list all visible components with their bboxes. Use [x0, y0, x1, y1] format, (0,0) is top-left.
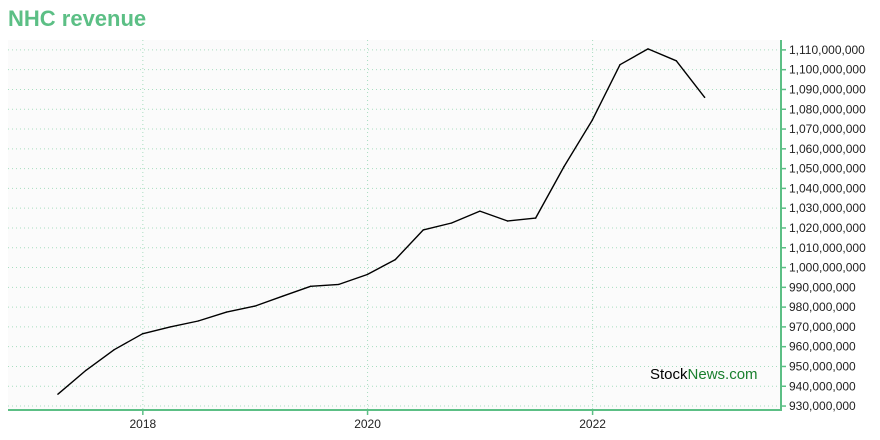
grid-lines	[8, 40, 781, 410]
y-tick-label: 960,000,000	[789, 340, 856, 354]
data-point	[197, 320, 199, 322]
y-tick-label: 1,010,000,000	[789, 241, 866, 255]
watermark: StockNews.com	[650, 366, 758, 383]
watermark-news: News.com	[688, 366, 758, 383]
y-tick-label: 1,080,000,000	[789, 102, 866, 116]
data-point	[141, 333, 144, 335]
data-point	[450, 222, 453, 224]
series-group	[57, 48, 706, 395]
x-tick-label: 2020	[354, 417, 381, 431]
data-point	[591, 119, 593, 121]
y-tick-label: 980,000,000	[789, 300, 856, 314]
y-tick-label: 1,020,000,000	[789, 221, 866, 235]
revenue-series-line	[57, 48, 706, 395]
data-point	[563, 165, 565, 168]
y-tick-label: 1,070,000,000	[789, 122, 866, 136]
data-point	[394, 258, 396, 261]
y-tick-label: 1,030,000,000	[789, 201, 866, 215]
data-point	[366, 273, 368, 276]
chart-title: NHC revenue	[8, 6, 147, 31]
data-point	[479, 210, 481, 212]
data-point	[703, 96, 706, 99]
y-tick-label: 1,110,000,000	[789, 43, 865, 57]
data-point	[675, 60, 678, 62]
y-tick-label: 930,000,000	[789, 399, 856, 413]
data-point	[113, 348, 115, 351]
data-point	[506, 220, 509, 222]
plot-background	[8, 40, 782, 410]
y-axis: 930,000,000 940,000,000 950,000,000 960,000…	[781, 43, 866, 413]
data-point	[647, 48, 649, 50]
data-point	[254, 305, 256, 307]
y-tick-label: 1,100,000,000	[789, 63, 866, 77]
data-point	[225, 311, 228, 313]
watermark-stock: Stock	[650, 366, 688, 383]
y-tick-label: 990,000,000	[789, 280, 856, 294]
data-point	[338, 283, 340, 286]
y-tick-label: 950,000,000	[789, 359, 856, 373]
y-tick-label: 1,060,000,000	[789, 142, 866, 156]
x-tick-label: 2018	[129, 417, 156, 431]
y-tick-label: 1,040,000,000	[789, 181, 866, 195]
data-point	[169, 326, 171, 328]
y-tick-label: 1,000,000,000	[789, 261, 866, 275]
x-tick-label: 2022	[579, 417, 606, 431]
data-point	[422, 229, 424, 231]
data-point	[534, 217, 537, 219]
y-tick-label: 940,000,000	[789, 379, 856, 393]
data-point	[85, 369, 87, 372]
data-point	[619, 64, 621, 66]
data-point	[309, 285, 312, 288]
x-axis: 2018 2020 2022	[129, 410, 606, 431]
data-point	[281, 295, 284, 297]
data-point	[57, 393, 59, 395]
y-tick-label: 1,050,000,000	[789, 162, 866, 176]
y-tick-label: 970,000,000	[789, 320, 856, 334]
y-tick-label: 1,090,000,000	[789, 82, 866, 96]
